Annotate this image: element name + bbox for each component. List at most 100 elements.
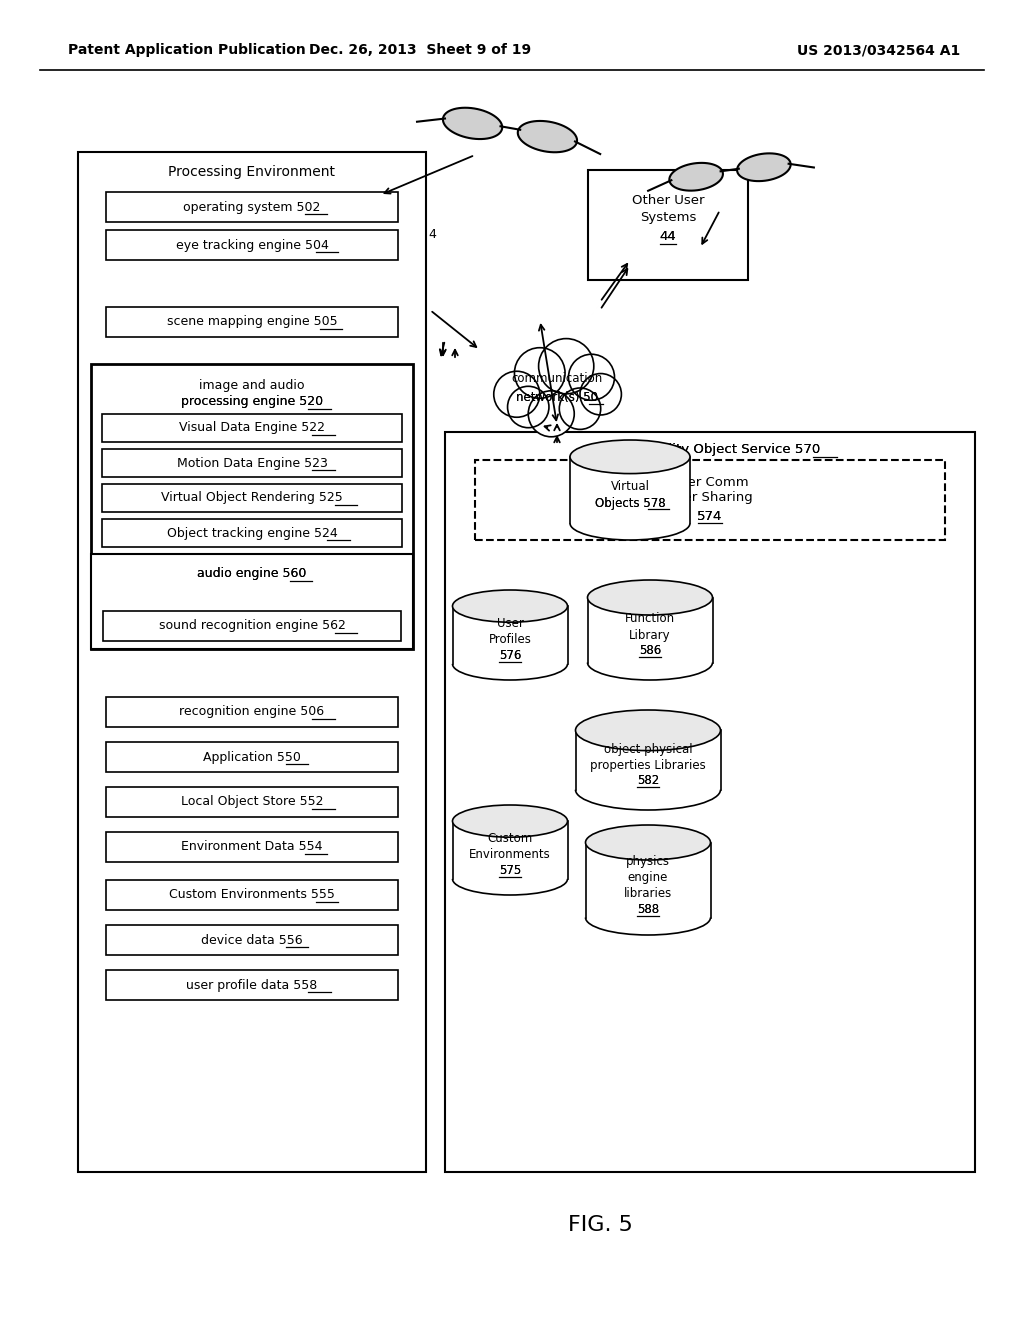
Text: Dec. 26, 2013  Sheet 9 of 19: Dec. 26, 2013 Sheet 9 of 19 <box>309 44 531 57</box>
Bar <box>106 742 398 772</box>
Text: Other User: Other User <box>632 194 705 206</box>
Text: engine: engine <box>628 871 669 884</box>
Ellipse shape <box>588 579 713 615</box>
Text: Mixed Reality Object Service 570: Mixed Reality Object Service 570 <box>600 444 820 457</box>
Text: processing engine 520: processing engine 520 <box>181 396 323 408</box>
Text: 574: 574 <box>697 510 723 523</box>
Ellipse shape <box>570 507 690 540</box>
Bar <box>570 457 690 523</box>
Bar <box>586 842 711 917</box>
Text: audio engine 560: audio engine 560 <box>198 568 306 581</box>
Text: user profile data 558: user profile data 558 <box>186 978 317 991</box>
Text: Virtual: Virtual <box>610 480 649 494</box>
Ellipse shape <box>453 863 567 895</box>
Text: properties Libraries: properties Libraries <box>590 759 706 771</box>
Text: 44: 44 <box>659 231 677 243</box>
Text: processing engine 520: processing engine 520 <box>181 396 323 408</box>
Bar <box>445 432 975 1172</box>
Text: 575: 575 <box>499 865 521 876</box>
Text: Library: Library <box>629 628 671 642</box>
Text: 575: 575 <box>499 865 521 876</box>
Bar <box>102 414 402 442</box>
Text: Application 550: Application 550 <box>203 751 301 763</box>
Text: object physical: object physical <box>604 742 692 755</box>
Polygon shape <box>518 121 578 152</box>
Text: Motion Data Engine 523: Motion Data Engine 523 <box>176 457 328 470</box>
Bar <box>453 821 567 879</box>
Text: eye tracking engine 504: eye tracking engine 504 <box>175 239 329 252</box>
Text: Visual Data Engine 522: Visual Data Engine 522 <box>179 421 325 434</box>
Text: 588: 588 <box>637 903 659 916</box>
Text: Function: Function <box>625 612 675 626</box>
Text: 588: 588 <box>637 903 659 916</box>
Text: 576: 576 <box>499 649 521 663</box>
Text: Profiles: Profiles <box>488 634 531 645</box>
Text: 576: 576 <box>499 649 521 663</box>
Ellipse shape <box>586 825 711 861</box>
Text: Objects 578: Objects 578 <box>595 496 666 510</box>
Text: operating system 502: operating system 502 <box>183 201 321 214</box>
Bar <box>106 230 398 260</box>
Polygon shape <box>737 153 791 181</box>
Circle shape <box>559 388 601 429</box>
Text: User Comm: User Comm <box>671 475 749 488</box>
Bar <box>91 364 413 649</box>
Text: recognition engine 506: recognition engine 506 <box>179 705 325 718</box>
Text: Processing Environment: Processing Environment <box>169 165 336 180</box>
Bar <box>102 519 402 546</box>
Text: 4: 4 <box>428 228 436 242</box>
Bar <box>575 730 721 789</box>
Text: image and audio: image and audio <box>200 380 305 392</box>
Text: Patent Application Publication: Patent Application Publication <box>68 44 306 57</box>
Ellipse shape <box>453 648 567 680</box>
Text: 582: 582 <box>637 775 659 788</box>
Bar <box>91 554 413 649</box>
Bar <box>106 970 398 1001</box>
Bar <box>102 449 402 477</box>
Ellipse shape <box>575 710 721 751</box>
Bar <box>588 170 748 280</box>
Bar <box>588 598 713 663</box>
Ellipse shape <box>586 900 711 935</box>
Ellipse shape <box>575 770 721 810</box>
Ellipse shape <box>453 590 567 622</box>
Text: 586: 586 <box>639 644 662 657</box>
Ellipse shape <box>453 805 567 837</box>
Circle shape <box>528 391 574 437</box>
Bar <box>106 880 398 909</box>
Text: Custom Environments 555: Custom Environments 555 <box>169 888 335 902</box>
Bar <box>106 787 398 817</box>
Bar <box>106 697 398 727</box>
Polygon shape <box>670 162 723 190</box>
Text: US 2013/0342564 A1: US 2013/0342564 A1 <box>797 44 961 57</box>
Circle shape <box>539 339 594 393</box>
Bar <box>475 459 945 540</box>
Text: network(s) 50: network(s) 50 <box>516 392 598 404</box>
Text: Mixed Reality Object Service 570: Mixed Reality Object Service 570 <box>600 444 820 457</box>
Text: communication: communication <box>511 371 603 384</box>
Text: Environment Data 554: Environment Data 554 <box>181 841 323 854</box>
Text: Local Object Store 552: Local Object Store 552 <box>181 796 324 808</box>
Text: scene mapping engine 505: scene mapping engine 505 <box>167 315 337 329</box>
Circle shape <box>494 371 540 417</box>
Text: Object tracking engine 524: Object tracking engine 524 <box>167 527 337 540</box>
Text: 582: 582 <box>637 775 659 788</box>
Text: audio engine 560: audio engine 560 <box>198 568 306 581</box>
Text: Systems: Systems <box>640 210 696 223</box>
Bar <box>453 606 567 664</box>
Bar <box>106 191 398 222</box>
Bar <box>103 611 401 642</box>
Bar <box>102 484 402 512</box>
Circle shape <box>508 387 549 428</box>
Text: User Sharing: User Sharing <box>667 491 753 504</box>
Text: sound recognition engine 562: sound recognition engine 562 <box>159 619 345 632</box>
Text: libraries: libraries <box>624 887 672 900</box>
Circle shape <box>568 354 614 400</box>
Text: physics: physics <box>626 855 670 869</box>
Circle shape <box>514 347 565 399</box>
Text: 44: 44 <box>659 231 677 243</box>
Ellipse shape <box>570 440 690 474</box>
Text: device data 556: device data 556 <box>201 933 303 946</box>
Text: User: User <box>497 616 523 630</box>
Bar <box>106 925 398 954</box>
